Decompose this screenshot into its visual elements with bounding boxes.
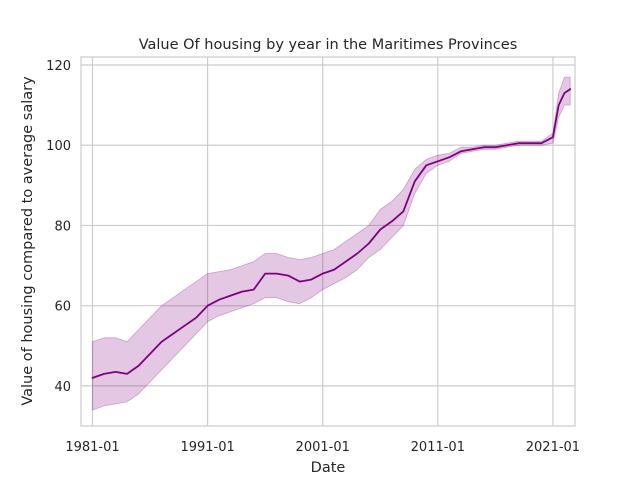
y-tick-label: 60 [54,300,71,315]
x-axis-label: Date [311,460,346,476]
chart-title: Value Of housing by year in the Maritime… [139,37,518,53]
plot-frame [80,56,576,427]
x-tick-labels: 1981-01 1991-01 2001-01 2011-01 2021-01 [65,440,580,455]
y-tick-label: 120 [46,59,71,74]
confidence-band-layer [92,76,571,411]
x-tick-label: 2011-01 [411,440,465,455]
x-tick-label: 2021-01 [526,440,580,455]
series-line [91,88,572,379]
y-tick-label: 80 [54,219,71,234]
x-tick-label: 1991-01 [180,440,234,455]
y-axis-label: Value of housing compared to average sal… [20,76,36,406]
grid-lines [81,57,575,426]
x-tick-label: 1981-01 [65,440,119,455]
y-tick-label: 40 [54,380,71,395]
x-tick-label: 2001-01 [296,440,350,455]
y-tick-labels: 40 60 80 100 120 [46,59,71,395]
confidence-band [92,76,571,411]
y-tick-label: 100 [46,139,71,154]
data-line-layer [91,88,572,379]
